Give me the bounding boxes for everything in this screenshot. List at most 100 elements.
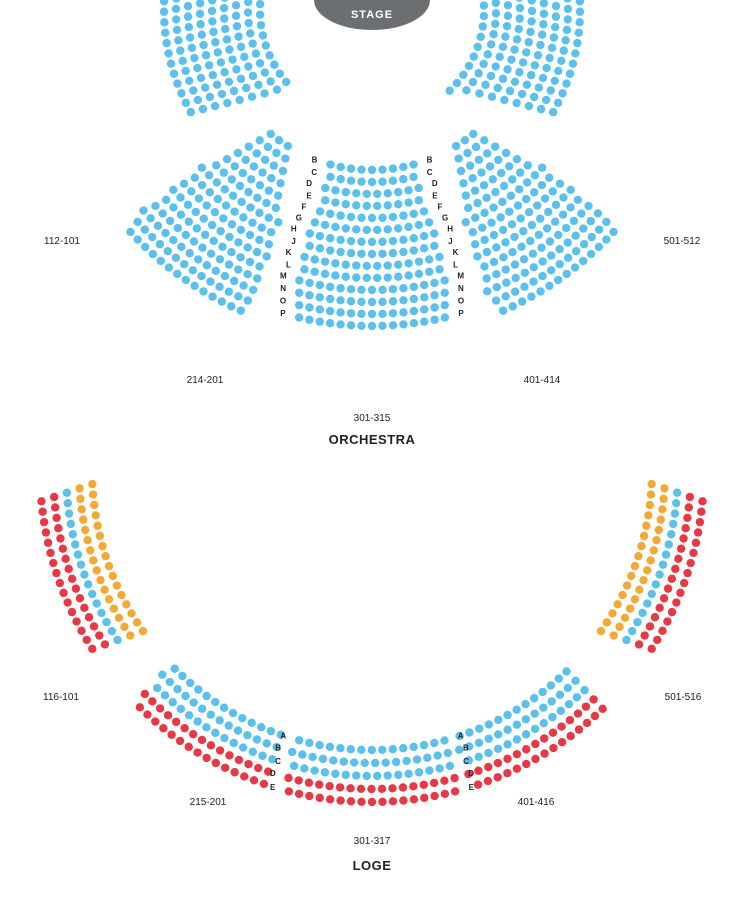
seat[interactable] <box>668 575 676 583</box>
seat[interactable] <box>279 167 287 175</box>
seat[interactable] <box>551 77 559 85</box>
seat[interactable] <box>533 201 541 209</box>
seat[interactable] <box>574 709 582 717</box>
seat[interactable] <box>474 43 482 51</box>
seat[interactable] <box>473 252 481 260</box>
seat[interactable] <box>531 755 539 763</box>
seat[interactable] <box>209 28 217 36</box>
seat[interactable] <box>384 261 392 269</box>
seat[interactable] <box>433 751 441 759</box>
seat[interactable] <box>538 30 546 38</box>
seat[interactable] <box>185 23 193 31</box>
seat[interactable] <box>357 798 365 806</box>
seat[interactable] <box>677 545 685 553</box>
seat[interactable] <box>441 790 449 798</box>
seat[interactable] <box>513 35 521 43</box>
seat[interactable] <box>316 207 324 215</box>
seat[interactable] <box>410 307 418 315</box>
seat[interactable] <box>613 600 621 608</box>
seat[interactable] <box>156 240 164 248</box>
seat[interactable] <box>410 295 418 303</box>
seat[interactable] <box>246 258 254 266</box>
seat[interactable] <box>638 609 646 617</box>
seat[interactable] <box>347 249 355 257</box>
seat[interactable] <box>640 532 648 540</box>
seat[interactable] <box>603 618 611 626</box>
seat[interactable] <box>528 0 536 5</box>
seat[interactable] <box>223 35 231 43</box>
seat[interactable] <box>502 149 510 157</box>
seat[interactable] <box>306 229 314 237</box>
seat[interactable] <box>510 45 518 53</box>
seat[interactable] <box>239 743 247 751</box>
seat[interactable] <box>515 185 523 193</box>
seat[interactable] <box>256 181 264 189</box>
seat[interactable] <box>326 160 334 168</box>
seat[interactable] <box>305 303 313 311</box>
seat[interactable] <box>420 232 428 240</box>
seat[interactable] <box>217 58 225 66</box>
seat[interactable] <box>430 229 438 237</box>
seat[interactable] <box>363 274 371 282</box>
seat[interactable] <box>556 260 564 268</box>
seat[interactable] <box>329 756 337 764</box>
seat[interactable] <box>409 782 417 790</box>
seat[interactable] <box>627 572 635 580</box>
seat[interactable] <box>473 199 481 207</box>
seat[interactable] <box>672 499 680 507</box>
seat[interactable] <box>515 0 523 2</box>
seat[interactable] <box>198 705 206 713</box>
seat[interactable] <box>689 549 697 557</box>
seat[interactable] <box>503 726 511 734</box>
seat[interactable] <box>244 188 252 196</box>
seat[interactable] <box>522 745 530 753</box>
seat[interactable] <box>44 539 52 547</box>
seat[interactable] <box>420 305 428 313</box>
seat[interactable] <box>239 213 247 221</box>
seat[interactable] <box>220 68 228 76</box>
seat[interactable] <box>410 283 418 291</box>
seat[interactable] <box>288 748 296 756</box>
seat[interactable] <box>211 729 219 737</box>
seat[interactable] <box>494 730 502 738</box>
seat[interactable] <box>172 5 180 13</box>
seat[interactable] <box>260 780 268 788</box>
seat[interactable] <box>186 33 194 41</box>
seat[interactable] <box>389 309 397 317</box>
seat[interactable] <box>399 175 407 183</box>
seat[interactable] <box>156 704 164 712</box>
seat[interactable] <box>531 709 539 717</box>
seat[interactable] <box>331 198 339 206</box>
seat[interactable] <box>65 565 73 573</box>
seat[interactable] <box>206 277 214 285</box>
seat[interactable] <box>430 291 438 299</box>
seat[interactable] <box>211 208 219 216</box>
seat[interactable] <box>169 186 177 194</box>
seat[interactable] <box>172 15 180 23</box>
seat[interactable] <box>494 759 502 767</box>
seat[interactable] <box>265 186 273 194</box>
seat[interactable] <box>84 580 92 588</box>
seat[interactable] <box>489 203 497 211</box>
seat[interactable] <box>38 508 46 516</box>
seat[interactable] <box>503 22 511 30</box>
seat[interactable] <box>243 270 251 278</box>
seat[interactable] <box>521 700 529 708</box>
seat[interactable] <box>549 744 557 752</box>
seat[interactable] <box>526 28 534 36</box>
seat[interactable] <box>425 218 433 226</box>
seat[interactable] <box>698 497 706 505</box>
seat[interactable] <box>230 207 238 215</box>
seat[interactable] <box>571 677 579 685</box>
seat[interactable] <box>552 201 560 209</box>
seat[interactable] <box>394 260 402 268</box>
seat[interactable] <box>527 17 535 25</box>
seat[interactable] <box>564 5 572 13</box>
seat[interactable] <box>503 65 511 73</box>
seat[interactable] <box>658 627 666 635</box>
seat[interactable] <box>480 262 488 270</box>
seat[interactable] <box>480 12 488 20</box>
seat[interactable] <box>357 165 365 173</box>
seat[interactable] <box>174 224 182 232</box>
seat[interactable] <box>115 614 123 622</box>
